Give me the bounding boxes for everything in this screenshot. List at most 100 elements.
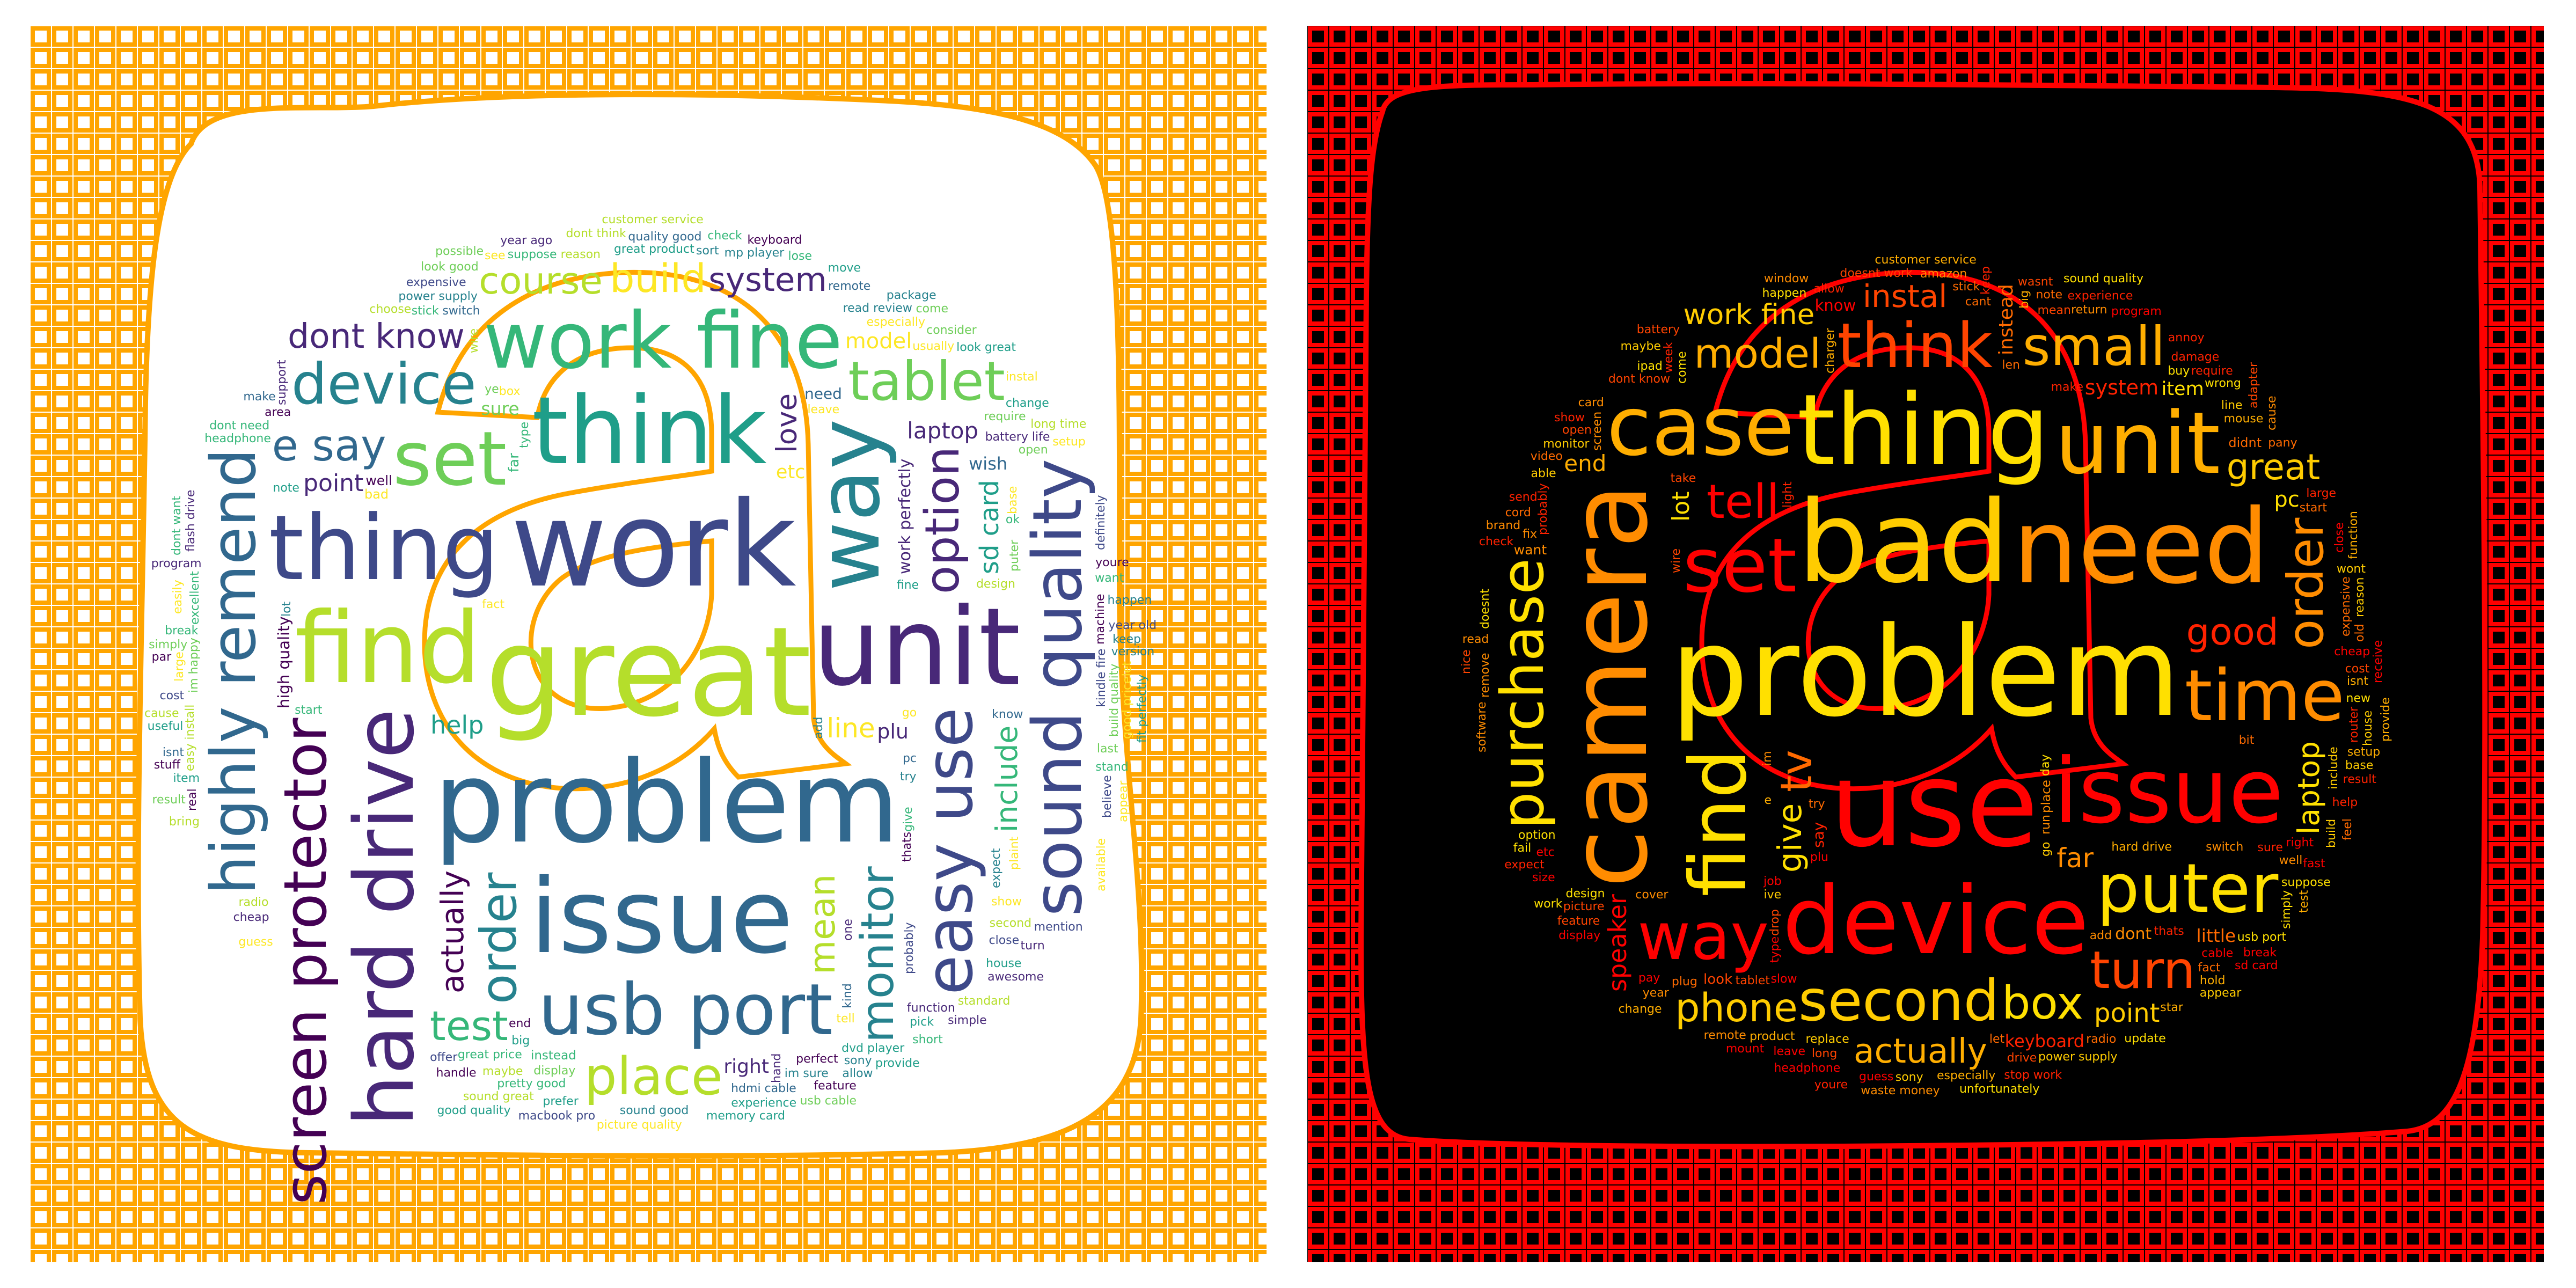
cloud-word: stop work	[2004, 1068, 2062, 1082]
cloud-word: radio	[238, 895, 269, 909]
cloud-word: system	[708, 261, 827, 299]
cloud-word: line	[2221, 398, 2243, 412]
cloud-word: house	[986, 956, 1022, 970]
cloud-word: dvd player	[841, 1041, 905, 1055]
cloud-word: sort	[696, 244, 719, 258]
cloud-word: go	[2039, 841, 2053, 857]
cloud-word: amazon	[1920, 267, 1967, 281]
cloud-word: require	[984, 410, 1026, 424]
cloud-word: definitely	[1094, 495, 1108, 551]
cloud-word: fine	[896, 579, 919, 592]
cloud-word: allow	[842, 1066, 873, 1080]
amazon-a-logo	[422, 269, 852, 792]
cloud-word: keyboard	[747, 233, 802, 247]
cloud-word: puter	[1008, 539, 1022, 572]
cloud-word: sony	[1895, 1071, 1923, 1085]
cloud-word: picture quality	[596, 1118, 682, 1132]
cloud-word: im sure	[784, 1066, 829, 1080]
cloud-word: happen	[1107, 593, 1152, 607]
cloud-word: hold	[2199, 974, 2226, 987]
cloud-word: long time	[1030, 418, 1087, 431]
cloud-word: cover	[1635, 888, 1668, 902]
cloud-word: feature	[1557, 914, 1600, 928]
cloud-word: annoy	[2168, 331, 2205, 345]
cloud-word: hard drive	[2111, 840, 2172, 854]
cloud-word: end	[508, 1016, 531, 1030]
cloud-word: appear	[1116, 780, 1130, 822]
cloud-word: product	[1750, 1030, 1795, 1044]
cloud-word: right	[2286, 836, 2314, 850]
cloud-word: hand	[770, 1053, 784, 1084]
cloud-word: try	[899, 770, 917, 784]
cloud-word: power supply	[2038, 1050, 2118, 1064]
cloud-word: len	[2002, 358, 2020, 372]
cloud-word: ye	[485, 383, 499, 397]
cloud-word: base	[1006, 486, 1020, 514]
cloud-word: ive	[1763, 888, 1782, 902]
cloud-word: big	[511, 1034, 530, 1048]
cloud-word: dont need	[209, 419, 270, 433]
cloud-word: plu	[877, 719, 909, 743]
cloud-word: break	[2243, 946, 2277, 960]
cloud-word: brand	[1485, 519, 1521, 533]
cloud-word: function	[906, 1001, 955, 1015]
cloud-word: thing	[268, 496, 500, 601]
cloud-word: youre	[1814, 1078, 1848, 1092]
cloud-word: actually	[434, 870, 471, 993]
cloud-word: etc	[1536, 845, 1555, 859]
cloud-word: provide	[875, 1056, 920, 1070]
cloud-word: right	[723, 1056, 769, 1078]
cloud-word: etc	[775, 461, 806, 483]
cloud-word: read	[1462, 633, 1489, 647]
cloud-word: unfortunately	[1959, 1082, 2040, 1096]
cloud-word: size	[1532, 871, 1555, 885]
cloud-word: work fine	[483, 295, 843, 386]
wordcloud-panel-positive: great work problem unit issue find think thing w…	[30, 26, 1267, 1262]
cloud-word: thing	[1797, 374, 2050, 488]
cloud-word: quality good	[628, 230, 702, 244]
cloud-word: puter	[2096, 848, 2279, 928]
cloud-word: return	[2071, 303, 2107, 317]
cloud-word: great	[485, 601, 812, 745]
word-cloud-positive: great work problem unit issue find think thing w…	[30, 26, 1267, 1262]
cloud-word: kind	[841, 983, 855, 1008]
cloud-word: require	[2191, 364, 2233, 378]
cloud-word: pick	[910, 1015, 934, 1029]
cloud-word: expect	[1504, 858, 1545, 872]
cloud-word: day	[2038, 754, 2052, 776]
cloud-word: use	[1829, 736, 2039, 874]
cloud-word: good quality	[437, 1104, 511, 1118]
cloud-word: give	[1771, 803, 1810, 873]
cloud-word: bit	[2238, 734, 2255, 748]
cloud-word: change	[1618, 1002, 1662, 1016]
cloud-word: help	[2332, 796, 2358, 810]
cloud-word: type	[1768, 936, 1782, 963]
cloud-word: light	[1781, 481, 1795, 508]
cloud-word: leave	[807, 402, 840, 416]
cloud-word: love	[771, 393, 804, 453]
cloud-word: add	[811, 716, 825, 739]
cloud-word: short	[912, 1033, 943, 1047]
cloud-word: see	[485, 248, 506, 262]
cloud-word: usb port	[2237, 930, 2287, 944]
cloud-word: cost	[159, 689, 185, 703]
cloud-word: phone	[1675, 985, 1798, 1031]
cloud-word: add	[2089, 929, 2112, 943]
cloud-word: actually	[1853, 1031, 1987, 1071]
cloud-word: device	[1782, 867, 2089, 976]
cloud-word: waste money	[1861, 1084, 1940, 1098]
cloud-word: especially	[866, 315, 926, 329]
cloud-word: cant	[1965, 295, 1992, 309]
cloud-word: start	[2299, 501, 2327, 515]
cloud-word: im happy	[187, 638, 201, 693]
cloud-word: wire	[467, 328, 481, 354]
cloud-word: high quality	[274, 616, 293, 709]
cloud-word: package	[886, 288, 936, 302]
cloud-word: consider	[926, 323, 977, 337]
cloud-word: support	[275, 360, 289, 406]
cloud-word: useful	[147, 720, 184, 734]
cloud-word: buy	[2168, 364, 2190, 378]
cloud-word: pany	[2268, 436, 2297, 450]
cloud-word: sure	[481, 398, 519, 419]
cloud-word: purchase	[1488, 558, 1557, 830]
